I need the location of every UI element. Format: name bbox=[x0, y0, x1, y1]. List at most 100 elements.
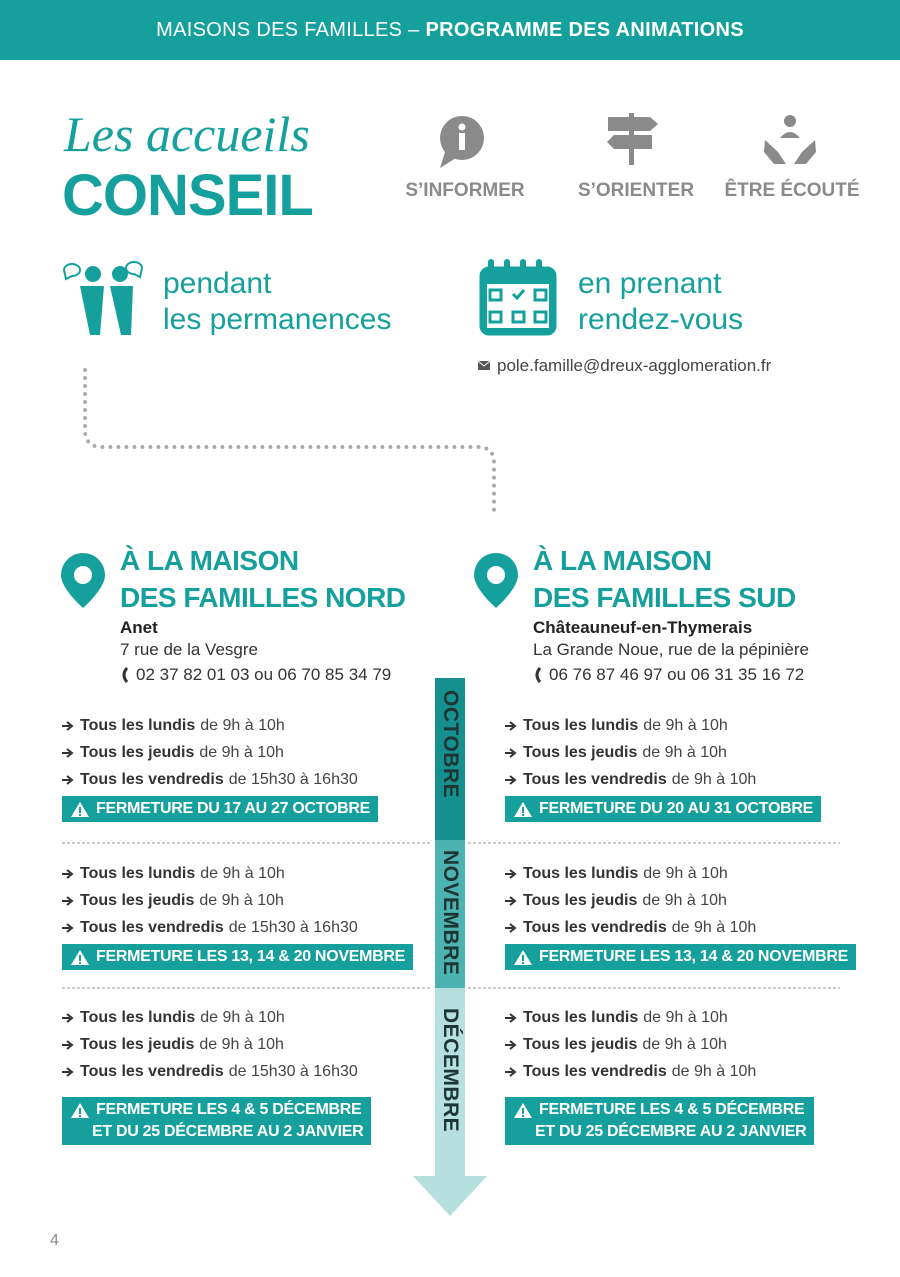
schedule-time: de 9h à 10h bbox=[199, 1036, 284, 1053]
schedule-row: Tous les lundis de 9h à 10h bbox=[62, 716, 285, 736]
closure-text: ET DU 25 DÉCEMBRE AU 2 JANVIER bbox=[535, 1123, 807, 1140]
icon bbox=[62, 1013, 74, 1023]
schedule-time: de 9h à 10h bbox=[671, 919, 757, 936]
schedule-time: de 9h à 10h bbox=[200, 865, 285, 882]
icon bbox=[120, 667, 130, 683]
icon bbox=[513, 801, 533, 818]
closure-line: FERMETURE LES 13, 14 & 20 NOVEMBRE bbox=[70, 946, 405, 968]
phone: 06 76 87 46 97 ou 06 31 35 16 72 bbox=[533, 665, 804, 685]
feature-label: S’INFORMER bbox=[405, 180, 525, 201]
icon bbox=[505, 923, 517, 933]
schedule-day: Tous les lundis bbox=[80, 1009, 196, 1026]
icon bbox=[62, 1040, 74, 1050]
month-label: DÉCEMBRE bbox=[439, 1008, 462, 1133]
feature-label: ÊTRE ÉCOUTÉ bbox=[724, 180, 860, 201]
schedule-row: Tous les vendredis de 15h30 à 16h30 bbox=[62, 1062, 358, 1082]
closure-text: FERMETURE LES 13, 14 & 20 NOVEMBRE bbox=[539, 948, 848, 965]
schedule-time: de 15h30 à 16h30 bbox=[228, 771, 358, 788]
schedule-row: Tous les vendredis de 9h à 10h bbox=[505, 918, 756, 938]
icon bbox=[505, 721, 517, 731]
schedule-day: Tous les lundis bbox=[80, 717, 196, 734]
closure-text: FERMETURE DU 17 AU 27 OCTOBRE bbox=[96, 800, 371, 817]
mode-line: pendant bbox=[163, 267, 272, 300]
schedule-time: de 9h à 10h bbox=[200, 717, 285, 734]
location-heading: DES FAMILLES SUD bbox=[533, 582, 796, 613]
icon bbox=[505, 775, 517, 785]
schedule-day: Tous les lundis bbox=[523, 717, 639, 734]
closure-line: ET DU 25 DÉCEMBRE AU 2 JANVIER bbox=[70, 1121, 364, 1143]
closure: FERMETURE LES 13, 14 & 20 NOVEMBRE bbox=[505, 944, 856, 970]
icon bbox=[62, 896, 74, 906]
icon bbox=[513, 949, 533, 966]
icon bbox=[70, 1102, 90, 1119]
mode-line: les permanences bbox=[163, 303, 392, 336]
town: Châteauneuf-en-Thymerais bbox=[533, 618, 753, 637]
closure-text: FERMETURE LES 4 & 5 DÉCEMBRE bbox=[96, 1101, 362, 1118]
phone-number: 02 37 82 01 03 ou 06 70 85 34 79 bbox=[136, 665, 392, 684]
location-heading: DES FAMILLES NORD bbox=[120, 582, 406, 613]
closure: FERMETURE LES 4 & 5 DÉCEMBRE ET DU 25 DÉC… bbox=[505, 1097, 815, 1145]
closure: FERMETURE DU 20 AU 31 OCTOBRE bbox=[505, 796, 822, 822]
address: La Grande Noue, rue de la pépinière bbox=[533, 640, 809, 659]
header-title-bold: PROGRAMME DES ANIMATIONS bbox=[425, 18, 744, 41]
schedule-day: Tous les jeudis bbox=[523, 744, 638, 761]
closure-line: ET DU 25 DÉCEMBRE AU 2 JANVIER bbox=[513, 1121, 807, 1143]
closure: FERMETURE DU 17 AU 27 OCTOBRE bbox=[62, 796, 379, 822]
closure-line: FERMETURE LES 13, 14 & 20 NOVEMBRE bbox=[513, 946, 848, 968]
schedule-row: Tous les jeudis de 9h à 10h bbox=[505, 743, 727, 763]
icon bbox=[62, 748, 74, 758]
schedule-row: Tous les vendredis de 15h30 à 16h30 bbox=[62, 770, 358, 790]
schedule-row: Tous les jeudis de 9h à 10h bbox=[62, 743, 284, 763]
schedule-row: Tous les lundis de 9h à 10h bbox=[62, 1008, 285, 1028]
icon bbox=[505, 1067, 517, 1077]
closure-line: FERMETURE DU 17 AU 27 OCTOBRE bbox=[70, 798, 370, 820]
header: MAISONS DES FAMILLES – PROGRAMME DES ANI… bbox=[0, 0, 900, 60]
schedule-day: Tous les lundis bbox=[523, 1009, 639, 1026]
schedule-time: de 9h à 10h bbox=[200, 1009, 285, 1026]
schedule-row: Tous les jeudis de 9h à 10h bbox=[62, 891, 284, 911]
feature-label: S’ORIENTER bbox=[577, 180, 695, 201]
schedule-time: de 9h à 10h bbox=[642, 744, 727, 761]
schedule-time: de 9h à 10h bbox=[643, 865, 728, 882]
schedule-day: Tous les jeudis bbox=[80, 1036, 195, 1053]
schedule-time: de 15h30 à 16h30 bbox=[228, 1063, 358, 1080]
schedule-time: de 15h30 à 16h30 bbox=[228, 919, 358, 936]
town: Anet bbox=[120, 618, 158, 637]
closure-text: FERMETURE LES 13, 14 & 20 NOVEMBRE bbox=[96, 948, 405, 965]
schedule-time: de 9h à 10h bbox=[643, 717, 728, 734]
schedule-day: Tous les vendredis bbox=[523, 919, 667, 936]
icon bbox=[70, 949, 90, 966]
schedule-row: Tous les jeudis de 9h à 10h bbox=[505, 1035, 727, 1055]
icon bbox=[505, 748, 517, 758]
closure-text: FERMETURE DU 20 AU 31 OCTOBRE bbox=[539, 800, 814, 817]
schedule-day: Tous les jeudis bbox=[80, 892, 195, 909]
schedule-day: Tous les vendredis bbox=[80, 1063, 224, 1080]
schedule-row: Tous les vendredis de 9h à 10h bbox=[505, 770, 756, 790]
mode-line: en prenant bbox=[578, 267, 722, 300]
closure: FERMETURE LES 13, 14 & 20 NOVEMBRE bbox=[62, 944, 413, 970]
closure-line: FERMETURE LES 4 & 5 DÉCEMBRE bbox=[70, 1099, 363, 1121]
schedule-row: Tous les lundis de 9h à 10h bbox=[505, 1008, 728, 1028]
schedule-time: de 9h à 10h bbox=[199, 892, 284, 909]
icon bbox=[505, 869, 517, 879]
icon bbox=[505, 896, 517, 906]
icon bbox=[505, 1013, 517, 1023]
schedule-day: Tous les jeudis bbox=[523, 892, 638, 909]
schedule-row: Tous les vendredis de 9h à 10h bbox=[505, 1062, 756, 1082]
schedule-day: Tous les lundis bbox=[523, 865, 639, 882]
schedule-row: Tous les vendredis de 15h30 à 16h30 bbox=[62, 918, 358, 938]
phone-number: 06 76 87 46 97 ou 06 31 35 16 72 bbox=[549, 665, 805, 684]
closure-line: FERMETURE DU 20 AU 31 OCTOBRE bbox=[513, 798, 813, 820]
email: pole.famille@dreux-agglomeration.fr bbox=[497, 356, 772, 375]
closure-line: FERMETURE LES 4 & 5 DÉCEMBRE bbox=[513, 1099, 806, 1121]
schedule-row: Tous les jeudis de 9h à 10h bbox=[62, 1035, 284, 1055]
closure: FERMETURE LES 4 & 5 DÉCEMBRE ET DU 25 DÉC… bbox=[62, 1097, 372, 1145]
schedule-row: Tous les lundis de 9h à 10h bbox=[505, 864, 728, 884]
schedule-day: Tous les vendredis bbox=[523, 771, 667, 788]
icon bbox=[62, 775, 74, 785]
icon bbox=[513, 1102, 533, 1119]
main-title: CONSEIL bbox=[62, 163, 314, 228]
script-title: Les accueils bbox=[64, 106, 310, 162]
location-heading: À LA MAISON bbox=[120, 545, 299, 576]
